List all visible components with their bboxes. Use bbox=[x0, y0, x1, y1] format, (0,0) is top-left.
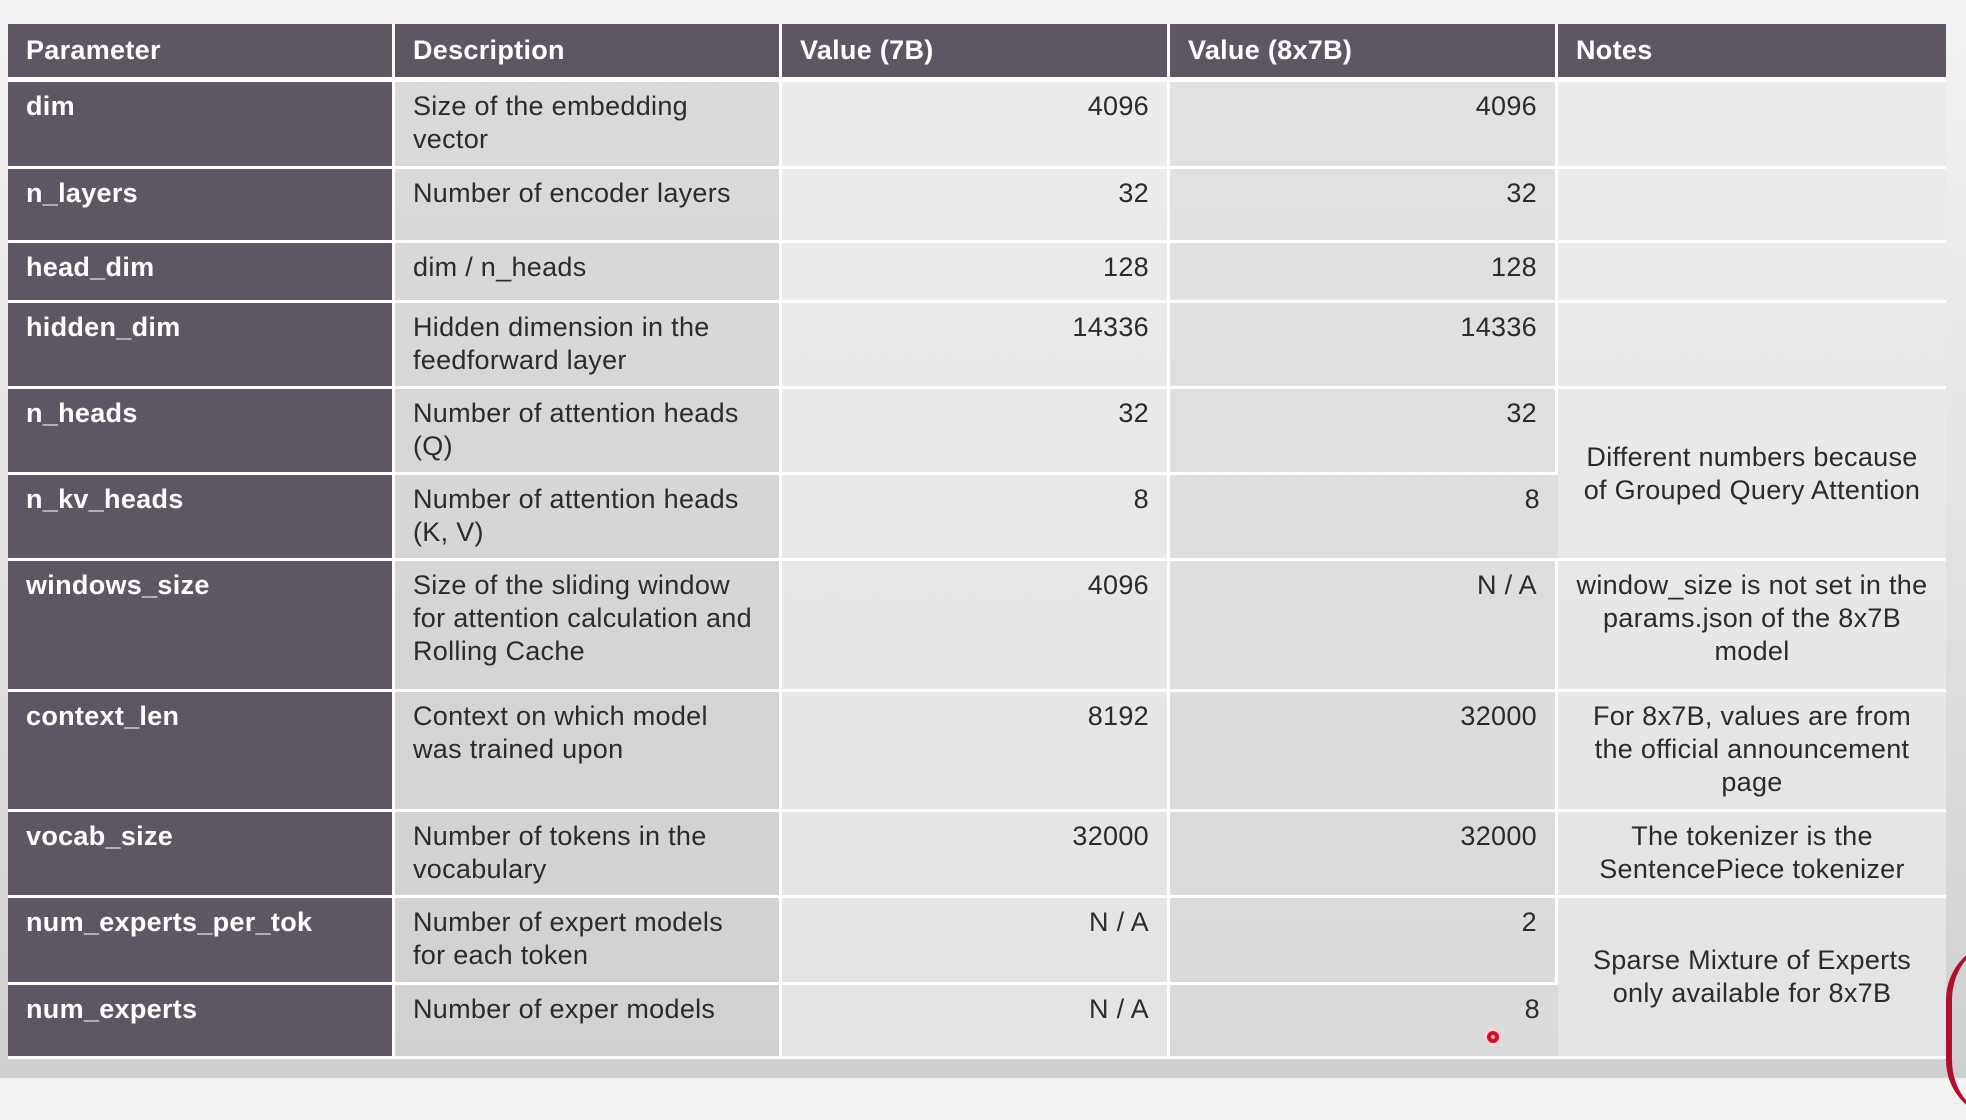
table-row: vocab_size Number of tokens in the vocab… bbox=[8, 812, 1946, 898]
parameters-table: Parameter Description Value (7B) Value (… bbox=[8, 24, 1946, 1059]
param-description: Size of the embedding vector bbox=[395, 82, 782, 169]
param-description: Number of attention heads (K, V) bbox=[395, 475, 782, 561]
value-7b: 4096 bbox=[782, 561, 1170, 692]
value-7b: 8 bbox=[782, 475, 1170, 561]
header-value-8x7b: Value (8x7B) bbox=[1170, 24, 1558, 82]
param-name: vocab_size bbox=[8, 812, 395, 898]
value-8x7b: 2 bbox=[1170, 898, 1558, 985]
notes-context: For 8x7B, values are from the official a… bbox=[1558, 692, 1946, 812]
notes-cell bbox=[1558, 169, 1946, 243]
param-description: Number of expert models for each token bbox=[395, 898, 782, 985]
param-name: context_len bbox=[8, 692, 395, 812]
table-row: windows_size Size of the sliding window … bbox=[8, 561, 1946, 692]
value-8x7b: 14336 bbox=[1170, 303, 1558, 389]
param-description: Size of the sliding window for attention… bbox=[395, 561, 782, 692]
value-7b: 32000 bbox=[782, 812, 1170, 898]
param-name: head_dim bbox=[8, 243, 395, 303]
value-8x7b: 4096 bbox=[1170, 82, 1558, 169]
param-name: n_kv_heads bbox=[8, 475, 395, 561]
notes-experts: Sparse Mixture of Experts only available… bbox=[1558, 898, 1946, 1059]
value-7b: 32 bbox=[782, 169, 1170, 243]
notes-gqa: Different numbers because of Grouped Que… bbox=[1558, 389, 1946, 561]
decorative-arc bbox=[1946, 940, 1966, 1120]
value-8x7b: 32 bbox=[1170, 169, 1558, 243]
notes-cell bbox=[1558, 303, 1946, 389]
value-8x7b: 32 bbox=[1170, 389, 1558, 475]
param-name: num_experts bbox=[8, 985, 395, 1059]
table-row: n_heads Number of attention heads (Q) 32… bbox=[8, 389, 1946, 561]
pointer-cursor-icon bbox=[1484, 1028, 1502, 1046]
notes-cell bbox=[1558, 243, 1946, 303]
param-name: windows_size bbox=[8, 561, 395, 692]
table-row: n_layers Number of encoder layers 32 32 bbox=[8, 169, 1946, 243]
param-description: dim / n_heads bbox=[395, 243, 782, 303]
param-name: n_heads bbox=[8, 389, 395, 475]
table-row: num_experts Number of exper models N / A… bbox=[8, 985, 1946, 1059]
notes-vocab: The tokenizer is the SentencePiece token… bbox=[1558, 812, 1946, 898]
param-description: Number of encoder layers bbox=[395, 169, 782, 243]
value-7b: 4096 bbox=[782, 82, 1170, 169]
table-row: dim Size of the embedding vector 4096 40… bbox=[8, 82, 1946, 169]
value-8x7b: 8 bbox=[1170, 985, 1558, 1059]
notes-cell bbox=[1558, 82, 1946, 169]
param-description: Number of exper models bbox=[395, 985, 782, 1059]
value-8x7b: 8 bbox=[1170, 475, 1558, 561]
param-description: Hidden dimension in the feedforward laye… bbox=[395, 303, 782, 389]
notes-window: window_size is not set in the params.jso… bbox=[1558, 561, 1946, 692]
value-7b: 32 bbox=[782, 389, 1170, 475]
value-7b: N / A bbox=[782, 898, 1170, 985]
header-value-7b: Value (7B) bbox=[782, 24, 1170, 82]
table-row: hidden_dim Hidden dimension in the feedf… bbox=[8, 303, 1946, 389]
parameters-table-container: Parameter Description Value (7B) Value (… bbox=[8, 24, 1946, 1059]
table-row: context_len Context on which model was t… bbox=[8, 692, 1946, 812]
value-8x7b: 128 bbox=[1170, 243, 1558, 303]
param-description: Context on which model was trained upon bbox=[395, 692, 782, 812]
value-7b: N / A bbox=[782, 985, 1170, 1059]
param-description: Number of tokens in the vocabulary bbox=[395, 812, 782, 898]
header-row: Parameter Description Value (7B) Value (… bbox=[8, 24, 1946, 82]
value-8x7b: N / A bbox=[1170, 561, 1558, 692]
param-name: num_experts_per_tok bbox=[8, 898, 395, 985]
table-row: head_dim dim / n_heads 128 128 bbox=[8, 243, 1946, 303]
value-8x7b: 32000 bbox=[1170, 812, 1558, 898]
param-name: n_layers bbox=[8, 169, 395, 243]
value-7b: 128 bbox=[782, 243, 1170, 303]
table-row: n_kv_heads Number of attention heads (K,… bbox=[8, 475, 1946, 561]
header-notes: Notes bbox=[1558, 24, 1946, 82]
table-row: num_experts_per_tok Number of expert mod… bbox=[8, 898, 1946, 1059]
header-description: Description bbox=[395, 24, 782, 82]
param-name: dim bbox=[8, 82, 395, 169]
value-8x7b: 32000 bbox=[1170, 692, 1558, 812]
param-name: hidden_dim bbox=[8, 303, 395, 389]
header-parameter: Parameter bbox=[8, 24, 395, 82]
param-description: Number of attention heads (Q) bbox=[395, 389, 782, 475]
value-7b: 8192 bbox=[782, 692, 1170, 812]
value-7b: 14336 bbox=[782, 303, 1170, 389]
